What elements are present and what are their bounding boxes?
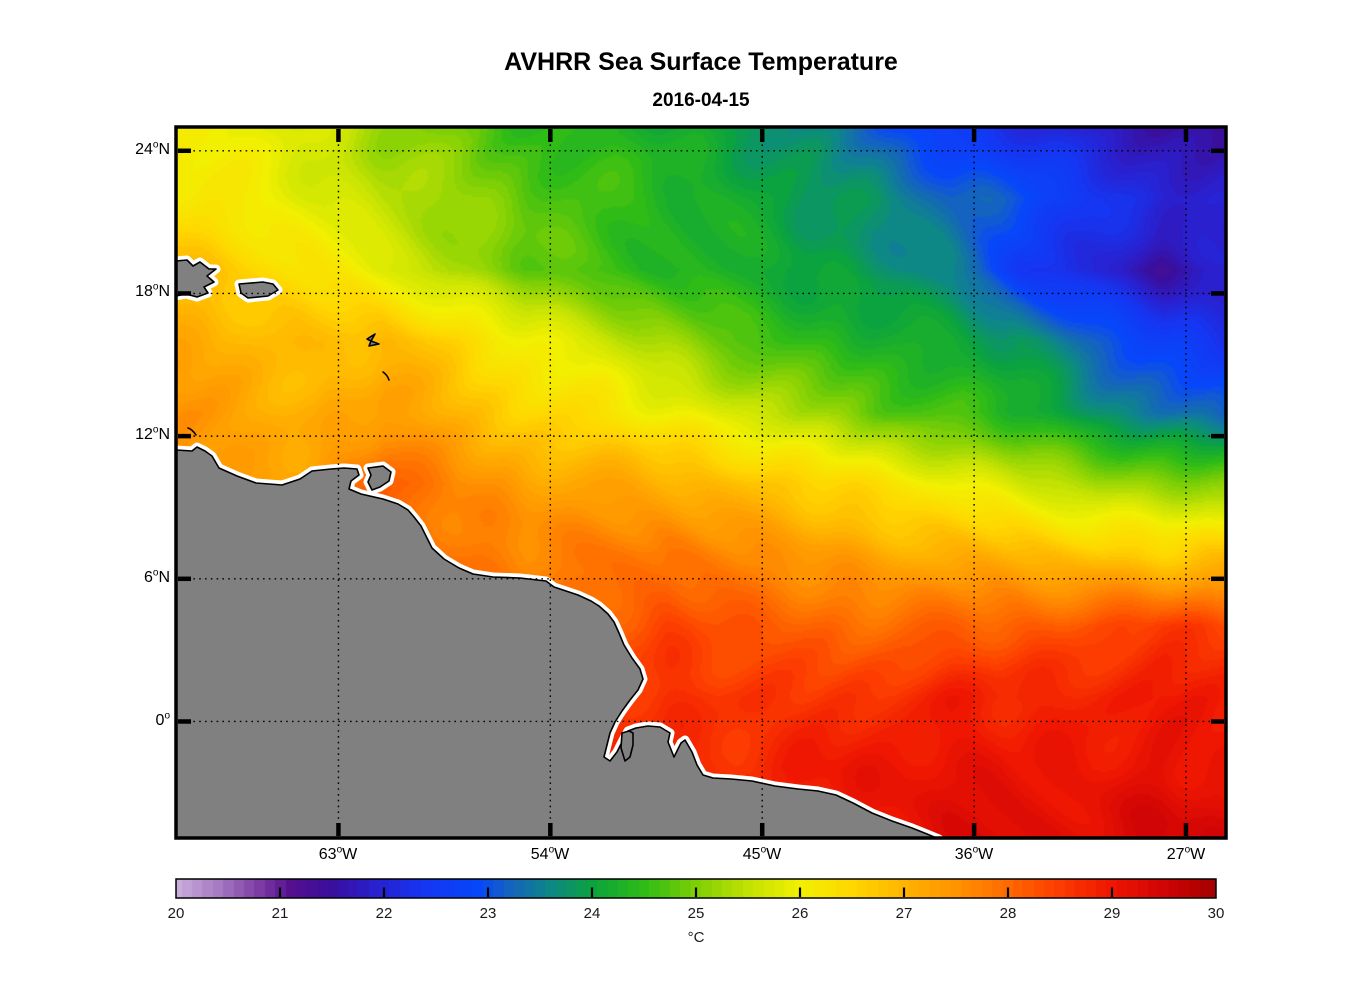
y-tick-label-6n: 6oN [143, 567, 170, 586]
y-tick-label-24n: 24oN [135, 139, 170, 158]
y-tick-label-18n: 18oN [135, 281, 170, 300]
chart-date-subtitle: 2016-04-15 [652, 90, 750, 111]
cb-label-28: 28 [999, 905, 1017, 922]
cb-label-25: 25 [687, 905, 705, 922]
cb-label-29: 29 [1103, 905, 1121, 922]
cb-label-24: 24 [583, 905, 601, 922]
cb-label-23: 23 [479, 905, 497, 922]
x-tick-label-36w: 36oW [954, 844, 994, 863]
colorbar-unit-label: °C [687, 929, 705, 946]
x-tick-label-54w: 54oW [530, 844, 570, 863]
cb-label-27: 27 [895, 905, 913, 922]
colorbar [176, 879, 1216, 898]
cb-label-21: 21 [271, 905, 289, 922]
cb-label-20: 20 [167, 905, 185, 922]
x-tick-label-27w: 27oW [1166, 844, 1206, 863]
x-tick-label-63w: 63oW [318, 844, 358, 863]
y-tick-label-12n: 12oN [135, 424, 170, 443]
sst-heatmap [176, 127, 1226, 838]
cb-label-30: 30 [1207, 905, 1225, 922]
cb-label-26: 26 [791, 905, 809, 922]
y-tick-label-0: 0o [155, 710, 170, 729]
x-tick-label-45w: 45oW [742, 844, 782, 863]
page-title: AVHRR Sea Surface Temperature [504, 48, 898, 76]
cb-label-22: 22 [375, 905, 393, 922]
